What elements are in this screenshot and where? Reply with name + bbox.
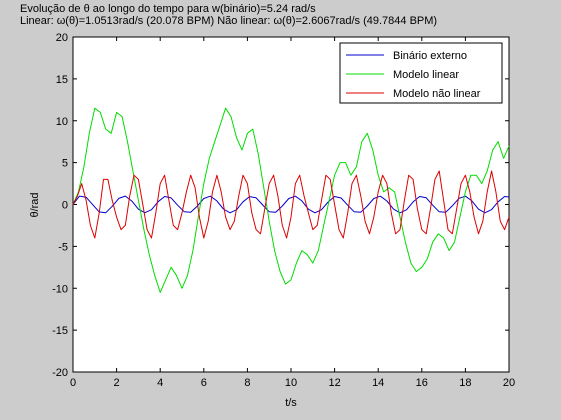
chart-title-line-2: Linear: ω(θ)=1.0513rad/s (20.078 BPM) Nã… — [20, 15, 438, 27]
legend-label: Binário externo — [393, 50, 467, 62]
y-tick-label: 10 — [56, 116, 68, 128]
y-tick-label: 5 — [62, 158, 68, 170]
x-tick-label: 14 — [372, 377, 384, 389]
y-tick-label: 0 — [62, 200, 68, 212]
axis-ticks — [72, 36, 510, 373]
series-line-0 — [72, 195, 510, 214]
x-tick-label: 6 — [201, 377, 207, 389]
x-tick-label: 18 — [459, 377, 471, 389]
legend-label: Modelo não linear — [393, 88, 481, 100]
y-tick-label: 20 — [56, 32, 68, 44]
x-axis-label: t/s — [285, 397, 297, 409]
x-tick-label: 16 — [416, 377, 428, 389]
series-line-1 — [72, 107, 510, 293]
x-tick-label: 0 — [70, 377, 76, 389]
series-line-2 — [72, 170, 510, 239]
x-tick-label: 12 — [328, 377, 340, 389]
y-tick-label: -15 — [52, 325, 68, 337]
x-tick-label: 20 — [503, 377, 515, 389]
x-tick-label: 2 — [114, 377, 120, 389]
legend-label: Modelo linear — [393, 69, 459, 81]
y-tick-label: -20 — [52, 367, 68, 379]
legend: Binário externo Modelo linear Modelo não l… — [339, 42, 503, 104]
y-axis-label: θ/rad — [29, 192, 41, 217]
axis-tick-labels: 0 2 4 6 8 10 12 14 16 18 20 20 15 10 5 0 -5 -10 -15 -20 — [52, 32, 515, 389]
x-tick-label: 8 — [244, 377, 250, 389]
y-tick-label: -10 — [52, 283, 68, 295]
x-tick-label: 10 — [285, 377, 297, 389]
y-tick-label: -5 — [58, 241, 68, 253]
x-tick-label: 4 — [157, 377, 163, 389]
series-layer — [72, 107, 510, 293]
y-tick-label: 15 — [56, 74, 68, 86]
chart-title-line-1: Evolução de θ ao longo do tempo para w(b… — [20, 3, 316, 15]
